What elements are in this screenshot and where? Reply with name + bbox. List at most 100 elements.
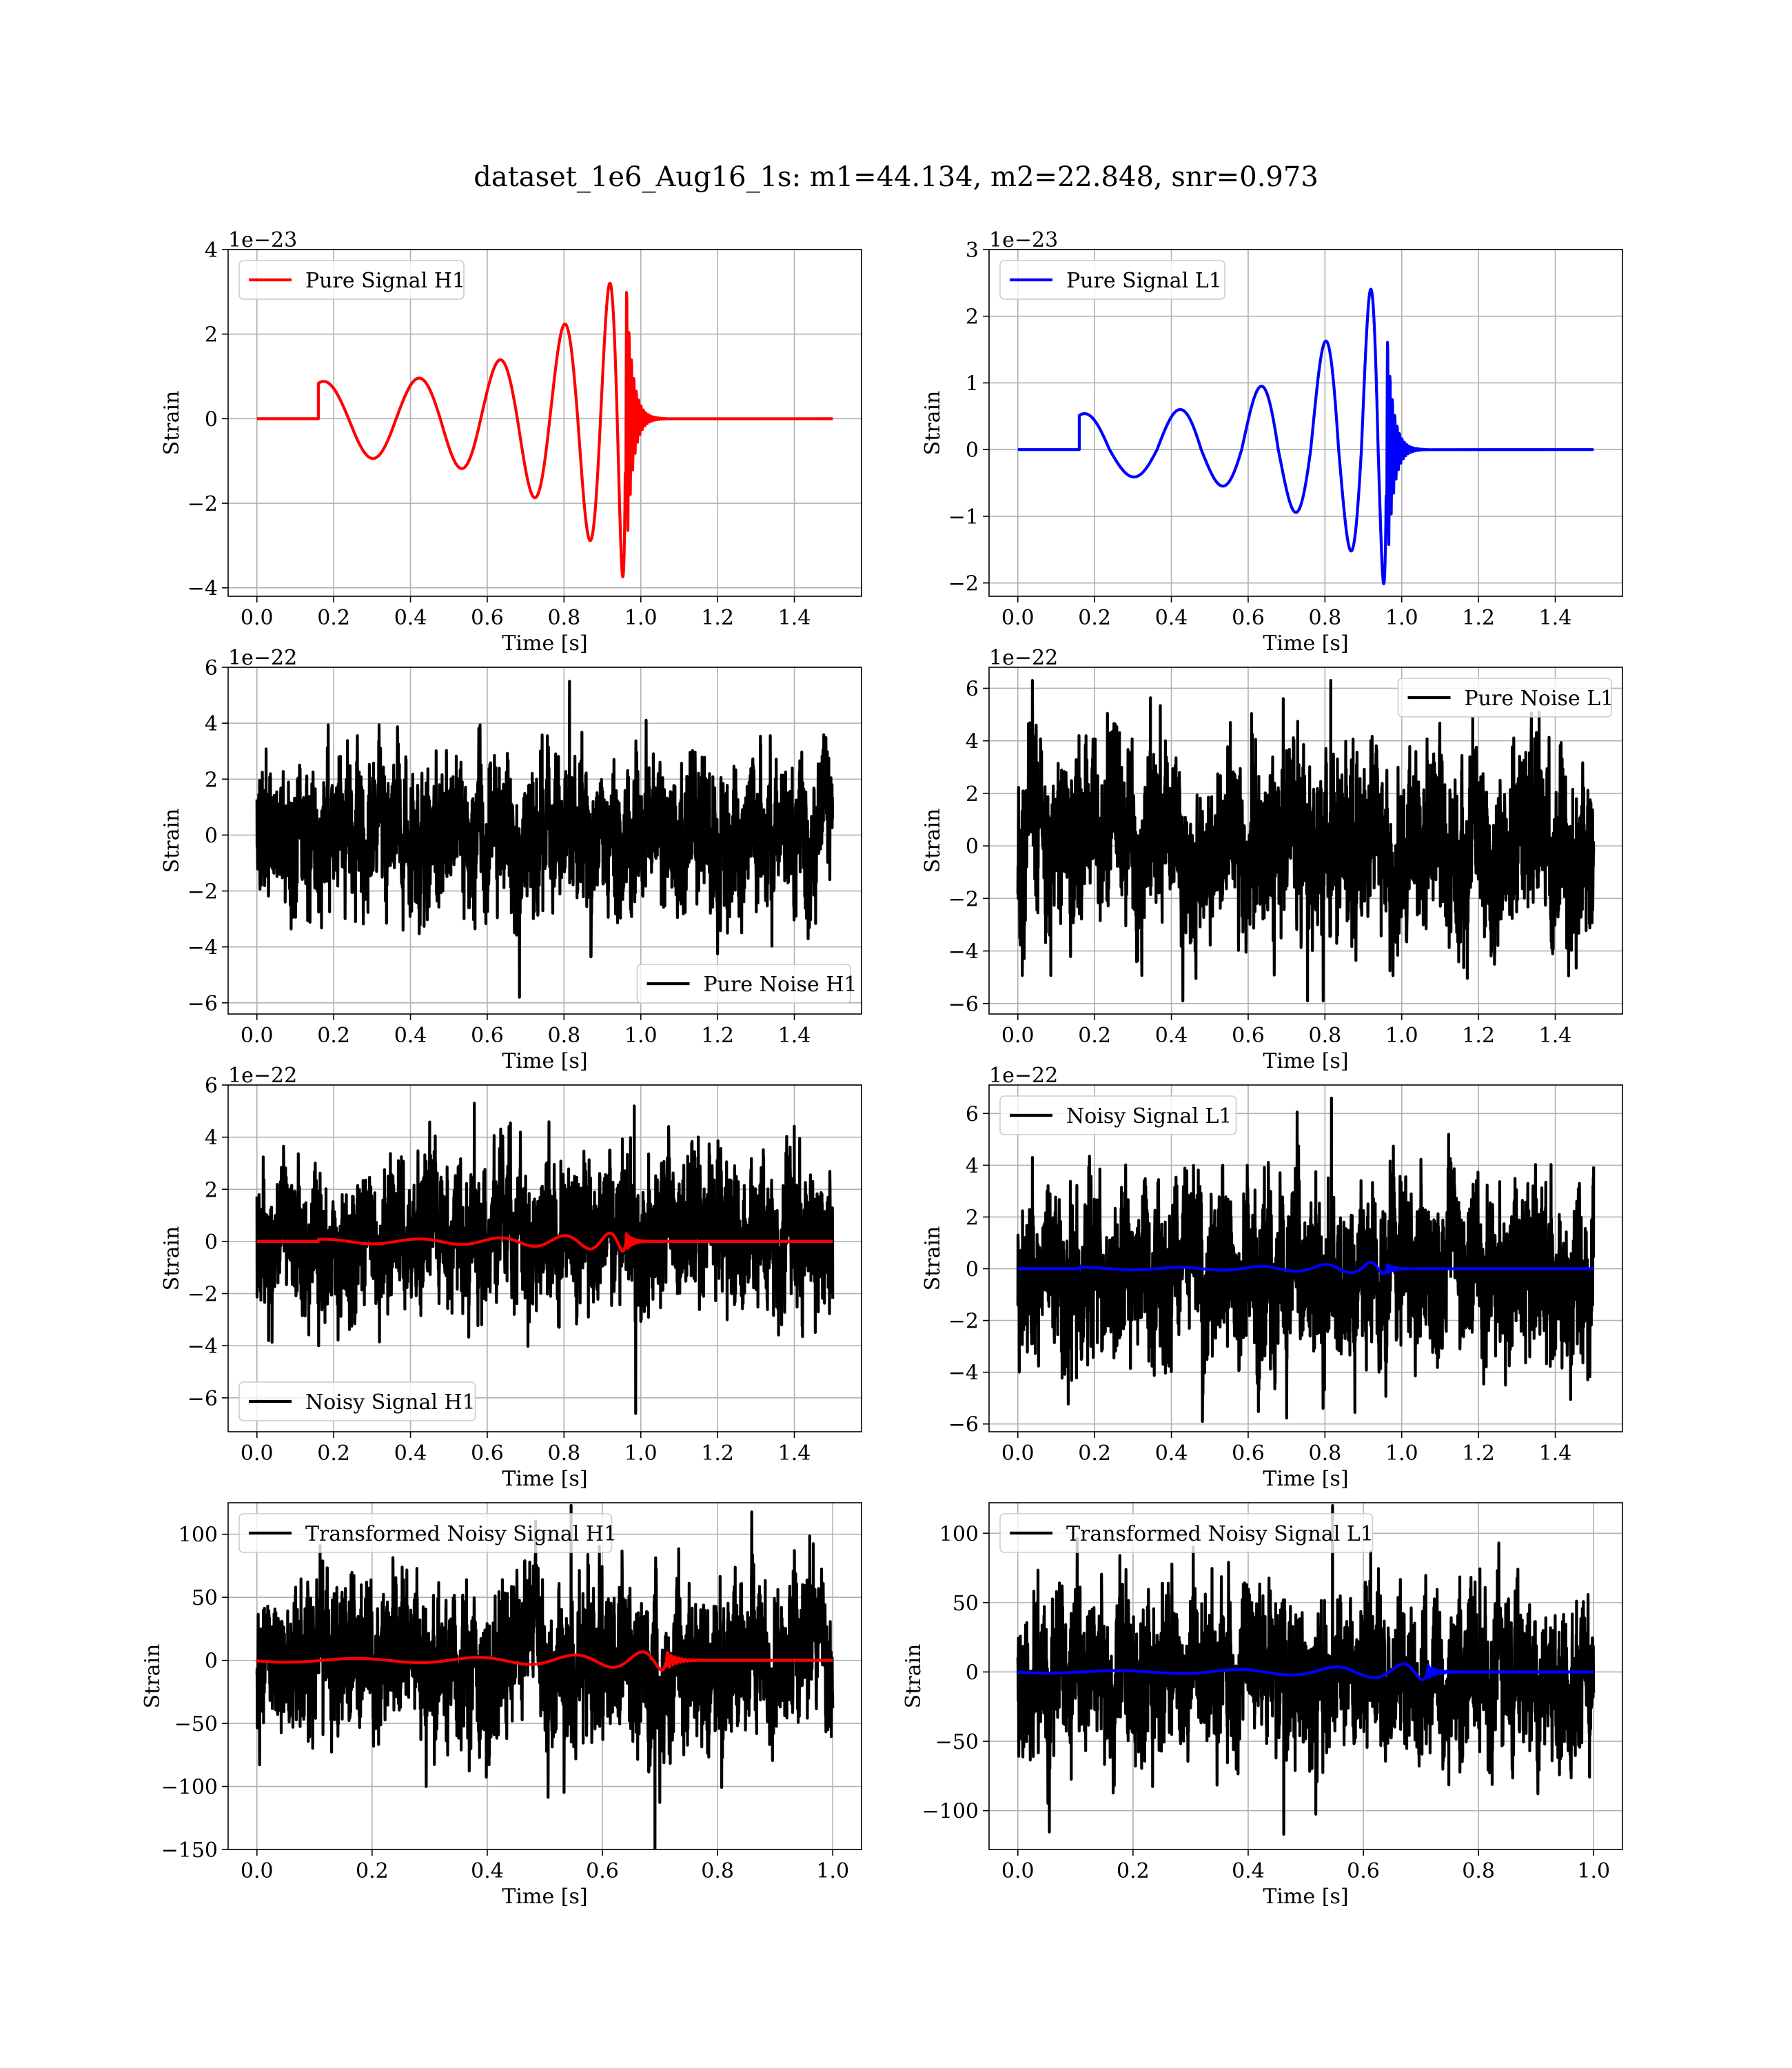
legend[interactable]: Transformed Noisy Signal L1 bbox=[999, 1513, 1374, 1553]
x-tick-label: 0.8 bbox=[1462, 1859, 1495, 1883]
legend-label: Transformed Noisy Signal H1 bbox=[305, 1522, 617, 1546]
y-tick-label: −6 bbox=[948, 993, 979, 1017]
y-tick-label: 2 bbox=[966, 305, 979, 330]
y-tick-label: 0 bbox=[205, 824, 218, 848]
x-tick-label: 0.6 bbox=[471, 1441, 504, 1466]
x-tick-label: 1.2 bbox=[701, 1024, 734, 1048]
x-tick-label: 1.0 bbox=[624, 1024, 658, 1048]
y-tick-label: 4 bbox=[966, 730, 979, 754]
plot-area bbox=[1016, 679, 1596, 1002]
legend-label: Pure Noise H1 bbox=[704, 973, 857, 997]
y-tick-label: 50 bbox=[953, 1592, 979, 1616]
x-axis-label: Time [s] bbox=[1263, 1049, 1348, 1073]
axes-frame bbox=[988, 1084, 1623, 1432]
plot-area bbox=[1016, 1096, 1596, 1423]
x-tick-label: 0.0 bbox=[241, 1859, 274, 1883]
series-line-pure-signal-l1 bbox=[1017, 287, 1594, 585]
subplot-7: 0.0 0.2 0.4 0.6 0.8 1.0 −150 −100 −50 0 50 100 Time … bbox=[141, 1502, 862, 1909]
series-line-noisy-signal-l1 bbox=[1016, 1096, 1596, 1423]
legend[interactable]: Pure Noise H1 bbox=[636, 964, 857, 1004]
x-tick-label: 1.4 bbox=[778, 1441, 811, 1466]
x-tick-label: 1.2 bbox=[1462, 1441, 1495, 1466]
legend-label: Noisy Signal L1 bbox=[1066, 1104, 1232, 1128]
x-tick-label: 0.8 bbox=[1308, 1024, 1341, 1048]
plot-area bbox=[255, 680, 835, 999]
y-tick-label: −100 bbox=[922, 1800, 979, 1824]
subplot-6: 0.0 0.2 0.4 0.6 0.8 1.0 1.2 1.4 −6 −4 −2 0 2 4 6 1e−22 T… bbox=[921, 1064, 1623, 1491]
x-tick-label: 1.4 bbox=[1539, 1024, 1572, 1048]
y-tick-label: 4 bbox=[205, 239, 218, 263]
series-line-transformed-noisy-signal-h1 bbox=[255, 1503, 835, 1849]
x-tick-label: 0.4 bbox=[1155, 1441, 1188, 1466]
legend[interactable]: Transformed Noisy Signal H1 bbox=[238, 1513, 617, 1553]
x-tick-label: 0.2 bbox=[317, 1024, 350, 1048]
plot-area bbox=[256, 281, 833, 578]
y-tick-label: 3 bbox=[966, 239, 979, 263]
axis-offset-text: 1e−22 bbox=[989, 1064, 1058, 1088]
x-tick-label: 1.0 bbox=[624, 1441, 658, 1466]
legend[interactable]: Noisy Signal H1 bbox=[238, 1381, 476, 1421]
legend-box bbox=[999, 1095, 1237, 1135]
x-axis-label: Time [s] bbox=[1263, 1467, 1348, 1491]
y-tick-label: 2 bbox=[966, 782, 979, 807]
y-tick-label: 6 bbox=[205, 656, 218, 680]
series-line-pure-noise-h1 bbox=[255, 680, 835, 999]
x-tick-label: 0.0 bbox=[1001, 1024, 1035, 1048]
x-tick-label: 0.4 bbox=[1155, 606, 1188, 630]
series-line-noisy-signal-h1 bbox=[255, 1102, 835, 1415]
x-tick-label: 0.6 bbox=[586, 1859, 619, 1883]
legend[interactable]: Pure Noise L1 bbox=[1397, 678, 1614, 718]
axes-frame bbox=[988, 249, 1623, 597]
axes-frame bbox=[227, 1084, 862, 1432]
y-tick-label: −6 bbox=[187, 992, 218, 1016]
legend-box bbox=[238, 260, 465, 300]
series-line-pure-signal-l1 bbox=[1017, 1261, 1594, 1276]
x-tick-label: 0.4 bbox=[394, 1024, 427, 1048]
legend-label: Transformed Noisy Signal L1 bbox=[1066, 1522, 1374, 1546]
x-tick-label: 0.8 bbox=[547, 1441, 580, 1466]
x-tick-label: 1.4 bbox=[778, 606, 811, 630]
x-tick-label: 0.2 bbox=[356, 1859, 389, 1883]
axes-frame bbox=[227, 249, 862, 597]
x-tick-label: 0.6 bbox=[471, 1024, 504, 1048]
x-tick-label: 1.0 bbox=[1385, 606, 1418, 630]
x-tick-label: 0.4 bbox=[1155, 1024, 1188, 1048]
subplot-8: 0.0 0.2 0.4 0.6 0.8 1.0 −100 −50 0 50 100 Time [s] S… bbox=[902, 1502, 1623, 1909]
x-tick-label: 0.2 bbox=[1078, 1441, 1111, 1466]
y-tick-label: −2 bbox=[187, 492, 218, 516]
y-tick-label: 2 bbox=[205, 1178, 218, 1202]
legend-box bbox=[1397, 678, 1612, 718]
plot-area bbox=[1016, 1503, 1596, 1836]
x-tick-label: 1.0 bbox=[1385, 1024, 1418, 1048]
y-tick-label: −4 bbox=[187, 936, 218, 960]
series-line-transformed-pure-signal-l1 bbox=[1016, 1662, 1594, 1682]
y-tick-label: 4 bbox=[205, 712, 218, 736]
x-tick-label: 0.4 bbox=[394, 1441, 427, 1466]
x-tick-label: 0.2 bbox=[317, 1441, 350, 1466]
subplot-1: 0.0 0.2 0.4 0.6 0.8 1.0 1.2 1.4 −4 −2 0 2 4 1e−23 Time… bbox=[160, 228, 862, 656]
x-tick-label: 1.2 bbox=[1462, 1024, 1495, 1048]
x-tick-label: 0.0 bbox=[1001, 1859, 1035, 1883]
x-axis-label: Time [s] bbox=[1263, 1885, 1348, 1909]
legend[interactable]: Noisy Signal L1 bbox=[999, 1095, 1237, 1135]
y-tick-label: −6 bbox=[187, 1387, 218, 1411]
y-tick-label: −4 bbox=[948, 1361, 979, 1386]
y-axis-label: Strain bbox=[921, 391, 945, 456]
x-tick-label: 0.0 bbox=[241, 606, 274, 630]
axes-frame bbox=[988, 1502, 1623, 1850]
x-tick-label: 0.8 bbox=[547, 1024, 580, 1048]
series-line-pure-signal-h1 bbox=[256, 1231, 833, 1253]
legend[interactable]: Pure Signal L1 bbox=[999, 260, 1225, 300]
x-tick-label: 0.8 bbox=[701, 1859, 734, 1883]
x-tick-label: 0.4 bbox=[471, 1859, 504, 1883]
plot-area bbox=[255, 1503, 835, 1849]
y-tick-label: 6 bbox=[966, 1102, 979, 1126]
y-tick-label: 6 bbox=[205, 1074, 218, 1098]
y-tick-label: −100 bbox=[161, 1776, 218, 1800]
y-tick-label: −50 bbox=[174, 1712, 218, 1736]
x-tick-label: 0.6 bbox=[1232, 1024, 1265, 1048]
legend[interactable]: Pure Signal H1 bbox=[238, 260, 465, 300]
y-tick-label: −150 bbox=[161, 1838, 218, 1863]
plot-area bbox=[1017, 287, 1594, 585]
legend-box bbox=[636, 964, 851, 1004]
